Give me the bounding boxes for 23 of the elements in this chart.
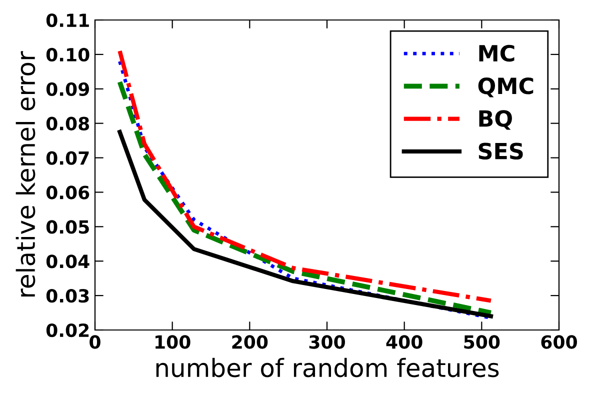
- x-axis-title: number of random features: [156, 358, 499, 378]
- x-tick-label: 200: [232, 335, 268, 349]
- y-tick-label: 0.08: [46, 116, 90, 130]
- y-tick-label: 0.02: [46, 323, 89, 338]
- x-tick-label: 300: [309, 335, 345, 349]
- legend-label: MC: [479, 44, 514, 62]
- x-tick-label: 600: [541, 335, 577, 349]
- y-tick-label: 0.04: [46, 254, 90, 268]
- y-tick-label: 0.03: [46, 289, 89, 303]
- y-tick-label: 0.06: [46, 186, 90, 200]
- legend-label: QMC: [478, 77, 534, 98]
- y-tick-label: 0.11: [46, 13, 89, 28]
- legend-label: BQ: [479, 110, 512, 130]
- y-tick-label: 0.05: [46, 220, 89, 234]
- legend-label: SES: [478, 142, 523, 160]
- y-tick-label: 0.09: [46, 82, 89, 96]
- y-tick-label: 0.07: [46, 151, 89, 165]
- x-tick-label: 100: [156, 335, 190, 349]
- y-tick-label: 0.10: [46, 48, 90, 62]
- y-axis-title: relative kernel error: [16, 51, 36, 297]
- x-tick-label: 400: [386, 335, 422, 349]
- x-tick-label: 500: [464, 335, 500, 349]
- x-tick-label: 0: [90, 335, 100, 349]
